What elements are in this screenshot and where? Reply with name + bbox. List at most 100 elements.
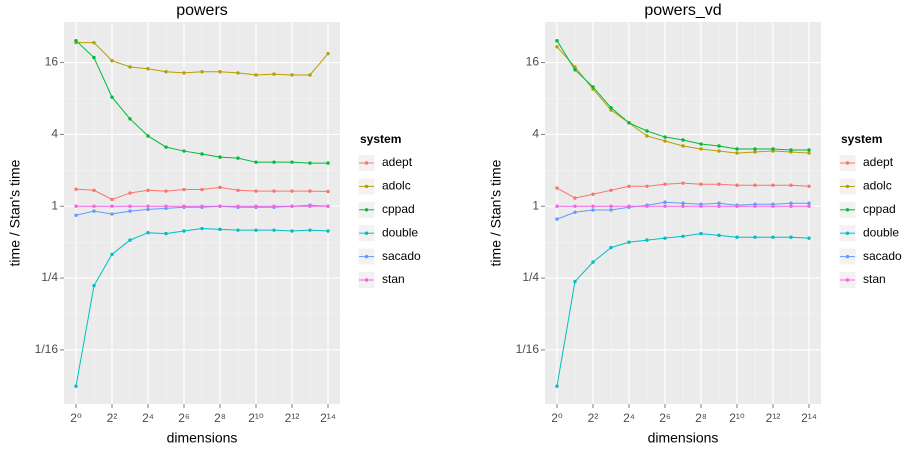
legend-label: stan: [863, 272, 886, 286]
data-point: [272, 160, 276, 164]
data-point: [645, 204, 649, 208]
data-point: [326, 189, 330, 194]
data-point: [74, 38, 78, 43]
data-point: [308, 73, 312, 77]
data-point: [735, 147, 739, 151]
data-point: [645, 129, 649, 133]
data-point: [308, 189, 312, 193]
data-point: [555, 45, 559, 49]
data-point: [627, 184, 631, 188]
data-point: [753, 150, 757, 154]
data-point: [717, 144, 721, 148]
data-point: [735, 183, 739, 187]
data-point: [699, 142, 703, 146]
x-tick-label: 2²: [588, 411, 599, 425]
data-point: [717, 204, 721, 208]
data-point: [236, 204, 240, 208]
data-point: [110, 95, 114, 99]
data-point: [645, 134, 649, 138]
data-point: [182, 204, 186, 208]
data-point: [753, 204, 757, 208]
legend-point: [845, 161, 850, 165]
data-point: [290, 204, 294, 208]
legend-point: [364, 161, 369, 165]
data-point: [200, 70, 204, 74]
data-point: [663, 200, 667, 204]
data-point: [681, 181, 685, 185]
data-point: [272, 228, 276, 232]
legend-point: [364, 231, 369, 235]
data-point: [609, 105, 613, 110]
data-point: [128, 209, 132, 213]
x-tick-label: 2⁴: [623, 411, 635, 425]
data-point: [74, 204, 78, 208]
legend-label: double: [382, 225, 418, 239]
data-point: [272, 204, 276, 208]
data-point: [236, 156, 240, 160]
data-point: [146, 207, 150, 212]
y-tick-label: 1/4: [41, 270, 58, 284]
data-point: [74, 187, 78, 191]
y-tick-label: 16: [45, 55, 59, 69]
data-point: [200, 152, 204, 156]
data-point: [182, 187, 186, 192]
data-point: [591, 192, 595, 196]
data-point: [146, 188, 150, 192]
data-point: [290, 160, 294, 164]
legend-point: [845, 278, 850, 282]
x-tick-label: 2¹⁴: [801, 411, 817, 425]
data-point: [609, 208, 613, 212]
chart-title: powers_vd: [644, 2, 721, 19]
data-point: [735, 204, 739, 208]
data-point: [254, 73, 258, 77]
data-point: [735, 151, 739, 155]
legend-label: double: [863, 225, 899, 239]
data-point: [110, 252, 114, 257]
data-point: [555, 384, 559, 388]
y-tick-label: 1/16: [35, 342, 59, 356]
data-point: [573, 210, 577, 214]
legend-point: [845, 231, 850, 235]
data-point: [555, 186, 559, 190]
data-point: [218, 70, 222, 74]
data-point: [717, 233, 721, 238]
y-tick-label: 1/4: [522, 270, 539, 284]
data-point: [789, 148, 793, 152]
data-point: [807, 201, 811, 205]
x-tick-label: 2¹⁰: [248, 411, 264, 425]
y-tick-label: 4: [532, 127, 539, 141]
data-point: [789, 201, 793, 205]
data-point: [308, 161, 312, 165]
data-point: [200, 204, 204, 208]
data-point: [609, 188, 613, 192]
legend-label: cppad: [863, 202, 896, 216]
y-tick-label: 1: [532, 198, 539, 212]
data-point: [272, 72, 276, 76]
data-point: [735, 235, 739, 239]
x-tick-label: 2⁶: [178, 411, 190, 425]
x-tick-label: 2¹⁴: [320, 411, 336, 425]
x-tick-label: 2¹²: [285, 411, 300, 425]
data-point: [789, 235, 793, 239]
data-point: [290, 189, 294, 193]
data-point: [753, 235, 757, 239]
data-point: [254, 204, 258, 208]
data-point: [164, 204, 168, 208]
legend-label: stan: [382, 272, 405, 286]
data-point: [92, 55, 96, 60]
chart-title: powers: [176, 2, 228, 19]
y-axis-title: time / Stan's time: [488, 159, 504, 266]
legend-point: [845, 184, 850, 189]
data-point: [128, 238, 132, 242]
y-tick-label: 1/16: [516, 342, 540, 356]
data-point: [573, 196, 577, 200]
data-point: [110, 197, 114, 202]
data-point: [218, 227, 222, 232]
data-point: [807, 204, 811, 208]
data-point: [218, 155, 222, 159]
data-point: [573, 68, 577, 72]
data-point: [663, 204, 667, 208]
data-point: [573, 204, 577, 208]
data-point: [236, 228, 240, 232]
